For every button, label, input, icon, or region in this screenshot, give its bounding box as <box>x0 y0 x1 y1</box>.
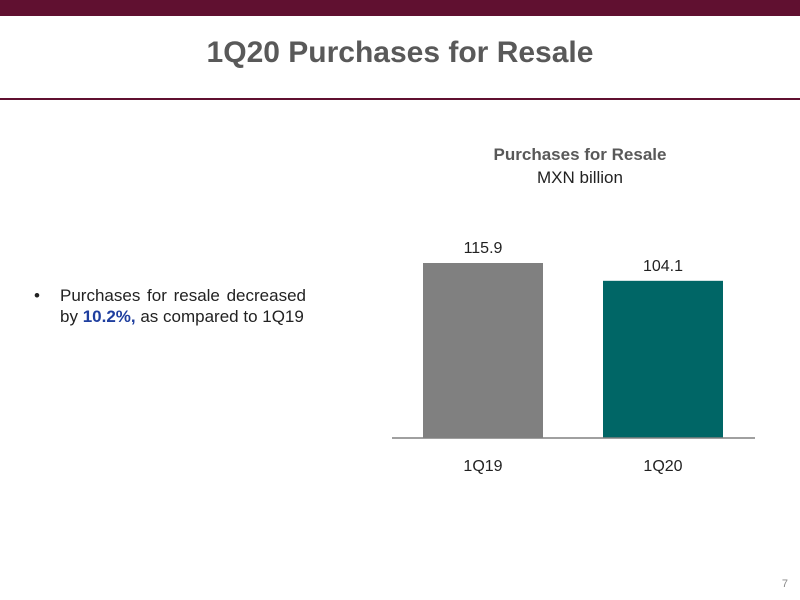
chart-title: Purchases for Resale <box>493 145 667 164</box>
bar-chart: 115.9 1Q19 104.1 1Q20 <box>392 240 755 475</box>
data-label-1q19: 115.9 <box>464 240 503 257</box>
bullet-text-after: as compared to 1Q19 <box>135 307 304 326</box>
data-label-1q20: 104.1 <box>643 258 683 275</box>
x-tick-label-1q19: 1Q19 <box>463 458 502 475</box>
bar-1q19 <box>423 263 543 438</box>
chart-subtitle: MXN billion <box>537 168 623 187</box>
bullet-text-before: Purchases for resale decreased by <box>60 286 306 326</box>
bullet-text: Purchases for resale decreased by 10.2%,… <box>60 285 306 327</box>
top-accent-bar <box>0 0 800 16</box>
title-divider <box>0 98 800 100</box>
bullet-highlight: 10.2%, <box>82 307 136 326</box>
page-title: 1Q20 Purchases for Resale <box>206 36 594 69</box>
bullet-point: • Purchases for resale decreased by 10.2… <box>34 285 306 327</box>
bar-1q20 <box>603 280 723 438</box>
x-tick-label-1q20: 1Q20 <box>643 458 682 475</box>
page-number: 7 <box>781 578 788 590</box>
bullet-dot: • <box>34 286 40 305</box>
